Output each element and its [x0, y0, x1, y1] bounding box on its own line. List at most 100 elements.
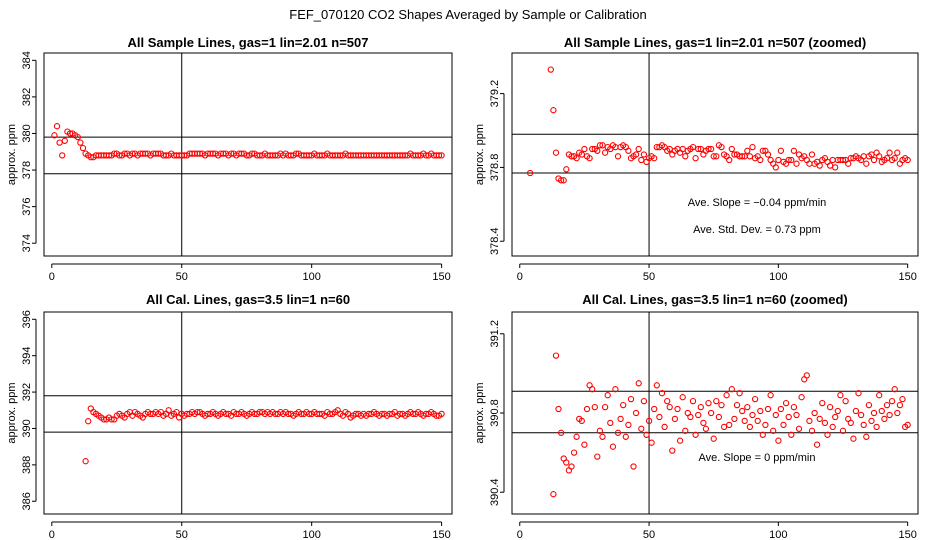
y-tick-label: 378.8: [489, 154, 501, 182]
data-point: [881, 415, 888, 423]
data-point: [821, 419, 829, 427]
data-point: [837, 392, 844, 399]
data-point: [555, 405, 562, 413]
data-point: [578, 417, 585, 425]
data-point: [614, 153, 622, 160]
annotation-text: Ave. Slope = 0 ppm/min: [699, 452, 816, 464]
data-point: [702, 425, 710, 432]
data-point: [894, 149, 901, 156]
data-point: [251, 410, 258, 418]
data-point: [739, 153, 746, 160]
data-point: [868, 417, 875, 425]
y-tick-label: 380: [21, 124, 33, 142]
data-point: [847, 419, 854, 427]
data-point: [888, 397, 896, 405]
data-point: [573, 155, 580, 162]
data-point: [707, 145, 715, 153]
annotation-text: Ave. Std. Dev. = 0.73 ppm: [693, 224, 821, 236]
data-point: [674, 405, 681, 413]
data-point: [604, 392, 611, 399]
data-point: [147, 410, 154, 418]
x-tick-label: 50: [176, 271, 188, 283]
data-point: [292, 150, 300, 157]
plot-frame: [511, 52, 919, 257]
data-point: [560, 177, 567, 184]
y-tick-label: 378.4: [489, 227, 501, 255]
data-point: [896, 401, 904, 409]
data-point: [749, 411, 756, 419]
data-point: [658, 390, 666, 397]
data-point: [56, 139, 63, 146]
data-point: [326, 410, 334, 418]
x-tick-label: 150: [432, 271, 450, 283]
data-point: [612, 386, 619, 393]
data-point: [803, 372, 810, 379]
y-tick-label: 388: [21, 456, 33, 474]
data-point: [806, 417, 813, 425]
x-tick-label: 50: [643, 529, 655, 540]
data-point: [790, 147, 798, 154]
data-point: [568, 463, 575, 470]
data-point: [870, 156, 878, 164]
data-point: [839, 427, 847, 434]
data-point: [607, 419, 614, 427]
data-point: [651, 405, 658, 413]
data-point: [563, 459, 570, 466]
data-point: [552, 352, 560, 359]
data-point: [664, 397, 671, 405]
data-point: [121, 150, 128, 157]
data-point: [767, 392, 774, 399]
data-point: [635, 380, 642, 387]
data-point: [829, 423, 836, 431]
y-tick-label: 392: [21, 383, 33, 401]
data-point: [638, 156, 645, 164]
y-axis-label: approx. ppm: [474, 124, 486, 185]
data-point: [692, 155, 699, 162]
data-point: [855, 390, 862, 397]
data-point: [826, 403, 834, 411]
data-point: [736, 390, 743, 397]
data-point: [883, 401, 891, 409]
data-point: [173, 408, 180, 416]
data-point: [731, 415, 738, 423]
data-point: [625, 421, 632, 429]
data-point: [409, 410, 417, 418]
data-point: [53, 123, 61, 130]
data-point: [726, 156, 733, 164]
data-point: [438, 410, 445, 418]
data-point: [165, 407, 172, 414]
data-point: [744, 403, 751, 411]
data-point: [183, 410, 191, 418]
data-point: [676, 437, 684, 444]
data-point: [209, 150, 217, 157]
data-point: [111, 150, 118, 157]
data-point: [744, 147, 751, 154]
data-point: [550, 491, 557, 498]
data-point: [733, 401, 741, 409]
data-point: [876, 153, 883, 160]
data-point: [386, 410, 393, 418]
data-point: [746, 423, 754, 431]
data-point: [777, 147, 785, 154]
data-point: [645, 417, 653, 425]
data-point: [272, 152, 279, 159]
y-tick-label: 390: [21, 419, 33, 437]
data-point: [904, 421, 911, 429]
data-point: [625, 147, 632, 154]
data-point: [845, 160, 852, 167]
panel-p4: All Cal. Lines, gas=3.5 lin=1 n=60 (zoom…: [474, 292, 919, 540]
x-tick-label: 100: [302, 529, 320, 540]
data-point: [578, 151, 585, 158]
data-point: [318, 152, 326, 159]
data-point: [772, 411, 779, 419]
data-point: [689, 397, 697, 405]
data-point: [793, 411, 800, 419]
data-point: [894, 409, 901, 417]
data-point: [238, 150, 245, 157]
x-tick-label: 150: [898, 271, 916, 283]
panel-title: All Cal. Lines, gas=3.5 lin=1 n=60: [146, 292, 350, 307]
data-point: [826, 162, 834, 169]
data-point: [433, 412, 440, 419]
data-point: [710, 435, 717, 442]
